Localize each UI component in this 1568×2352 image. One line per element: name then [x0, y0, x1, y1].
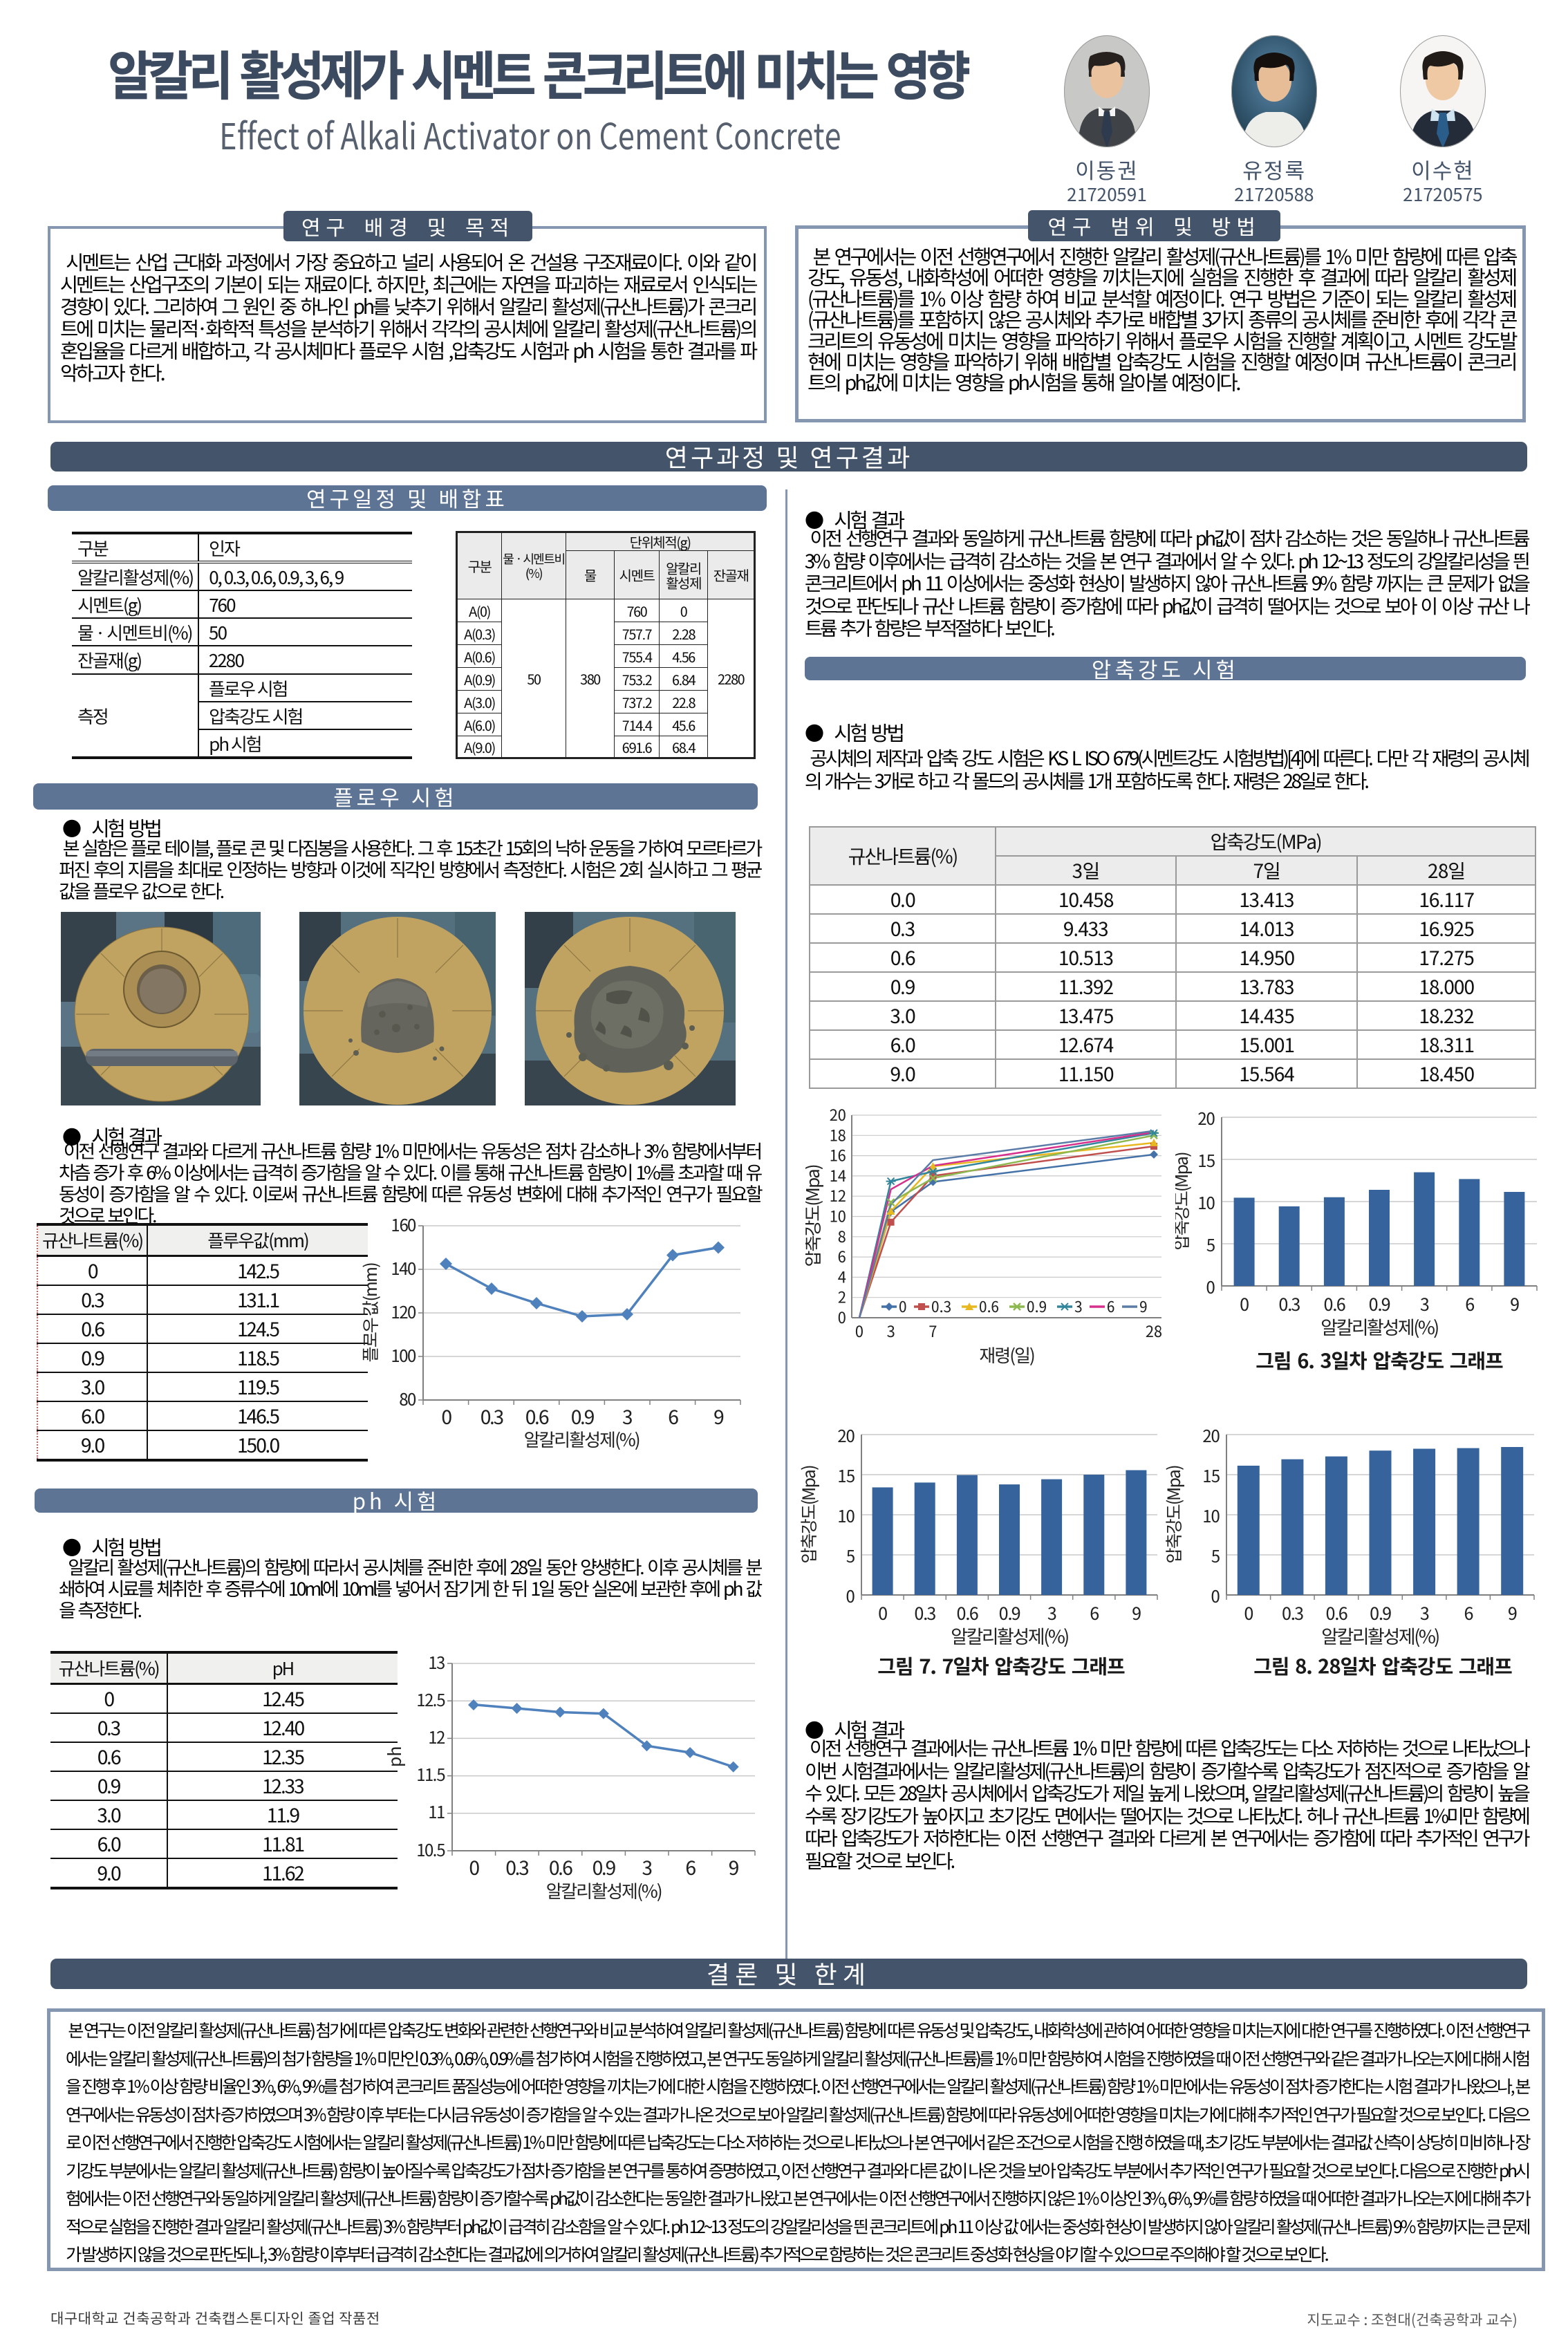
svg-text:12: 12 [830, 1184, 846, 1206]
svg-text:압축강도(Mpa): 압축강도(Mpa) [805, 1165, 825, 1267]
svg-text:압축강도(Mpa): 압축강도(Mpa) [1165, 1466, 1186, 1563]
svg-text:0: 0 [1211, 1583, 1220, 1607]
svg-text:20: 20 [1197, 1105, 1215, 1130]
svg-text:15: 15 [1197, 1148, 1215, 1172]
svg-text:9: 9 [713, 1403, 723, 1430]
svg-text:10.5: 10.5 [416, 1837, 445, 1861]
svg-text:2: 2 [838, 1286, 846, 1308]
svg-text:7: 7 [928, 1320, 937, 1342]
svg-text:압축강도(Mpa): 압축강도(Mpa) [1175, 1152, 1193, 1250]
svg-text:6: 6 [668, 1403, 678, 1430]
svg-text:100: 100 [391, 1343, 416, 1367]
svg-text:0.6: 0.6 [957, 1600, 978, 1625]
svg-text:6: 6 [838, 1245, 846, 1267]
svg-text:8: 8 [838, 1225, 846, 1247]
svg-text:3: 3 [1420, 1291, 1428, 1316]
svg-text:0.9: 0.9 [1370, 1600, 1391, 1625]
svg-text:3: 3 [886, 1320, 895, 1342]
svg-text:0.6: 0.6 [1326, 1600, 1347, 1625]
svg-text:0.6: 0.6 [525, 1403, 549, 1430]
svg-text:0.3: 0.3 [505, 1854, 528, 1881]
svg-text:0.6: 0.6 [549, 1854, 572, 1881]
svg-text:0: 0 [878, 1600, 887, 1625]
svg-text:9: 9 [1132, 1600, 1141, 1625]
svg-text:0.3: 0.3 [480, 1403, 503, 1430]
svg-text:11.5: 11.5 [416, 1762, 445, 1786]
svg-text:0: 0 [1244, 1600, 1253, 1625]
svg-text:ph: ph [384, 1746, 407, 1768]
svg-text:14: 14 [830, 1164, 846, 1186]
svg-text:6: 6 [1090, 1600, 1099, 1625]
svg-text:12.5: 12.5 [416, 1687, 445, 1711]
svg-text:6: 6 [1107, 1296, 1115, 1317]
svg-text:9: 9 [1508, 1600, 1517, 1625]
svg-text:0: 0 [846, 1583, 855, 1607]
svg-text:0: 0 [441, 1403, 451, 1430]
svg-text:140: 140 [391, 1256, 416, 1280]
svg-text:3: 3 [1047, 1600, 1056, 1625]
svg-text:16: 16 [830, 1144, 846, 1166]
svg-text:0.3: 0.3 [915, 1600, 935, 1625]
svg-text:0.6: 0.6 [979, 1296, 999, 1317]
svg-text:0.9: 0.9 [1027, 1296, 1047, 1317]
svg-text:20: 20 [837, 1423, 855, 1447]
svg-text:알칼리활성제(%): 알칼리활성제(%) [1320, 1313, 1439, 1339]
svg-text:9: 9 [1510, 1291, 1519, 1316]
svg-text:알칼리활성제(%): 알칼리활성제(%) [523, 1426, 639, 1452]
svg-text:6: 6 [1464, 1600, 1473, 1625]
svg-text:160: 160 [391, 1212, 416, 1236]
svg-text:5: 5 [1206, 1232, 1215, 1256]
svg-text:10: 10 [837, 1503, 855, 1527]
svg-text:9: 9 [729, 1854, 738, 1881]
svg-text:0: 0 [838, 1306, 846, 1328]
svg-text:0.9: 0.9 [999, 1600, 1020, 1625]
svg-text:0.9: 0.9 [571, 1403, 594, 1430]
svg-text:3: 3 [1420, 1600, 1428, 1625]
svg-text:0.6: 0.6 [1324, 1291, 1345, 1316]
svg-text:0: 0 [855, 1320, 864, 1342]
svg-text:알칼리활성제(%): 알칼리활성제(%) [545, 1878, 661, 1903]
svg-text:11: 11 [428, 1799, 445, 1823]
svg-text:4: 4 [838, 1265, 846, 1287]
svg-text:6: 6 [685, 1854, 696, 1881]
svg-text:20: 20 [830, 1103, 846, 1126]
svg-text:알칼리활성제(%): 알칼리활성제(%) [951, 1622, 1069, 1649]
svg-text:12: 12 [428, 1724, 445, 1748]
svg-text:0.3: 0.3 [931, 1296, 951, 1317]
svg-text:10: 10 [1202, 1503, 1220, 1527]
svg-text:3: 3 [1074, 1296, 1083, 1317]
svg-text:0.9: 0.9 [1369, 1291, 1390, 1316]
svg-text:15: 15 [837, 1463, 855, 1487]
svg-text:10: 10 [830, 1205, 846, 1227]
svg-text:5: 5 [1211, 1543, 1220, 1567]
svg-text:15: 15 [1202, 1463, 1220, 1487]
svg-text:20: 20 [1202, 1423, 1220, 1447]
svg-text:6: 6 [1465, 1291, 1474, 1316]
svg-text:0: 0 [899, 1296, 907, 1317]
svg-text:0: 0 [1206, 1274, 1215, 1298]
svg-text:0: 0 [469, 1854, 478, 1881]
svg-text:13: 13 [428, 1650, 445, 1674]
svg-text:3: 3 [622, 1403, 632, 1430]
svg-text:9: 9 [1139, 1296, 1148, 1317]
svg-text:0.3: 0.3 [1279, 1291, 1300, 1316]
svg-text:0: 0 [1240, 1291, 1249, 1316]
svg-text:5: 5 [846, 1543, 855, 1567]
svg-text:0.9: 0.9 [592, 1854, 615, 1881]
svg-text:28: 28 [1146, 1320, 1162, 1342]
svg-text:알칼리활성제(%): 알칼리활성제(%) [1321, 1622, 1439, 1649]
svg-text:120: 120 [391, 1299, 416, 1323]
svg-text:10: 10 [1197, 1190, 1215, 1214]
svg-text:플로우 값(mm): 플로우 값(mm) [357, 1263, 382, 1362]
svg-text:18: 18 [830, 1123, 846, 1146]
svg-text:3: 3 [642, 1854, 652, 1881]
svg-text:재령(일): 재령(일) [979, 1342, 1034, 1365]
svg-text:압축강도(Mpa): 압축강도(Mpa) [799, 1466, 821, 1563]
svg-text:80: 80 [399, 1386, 416, 1410]
svg-text:0.3: 0.3 [1282, 1600, 1303, 1625]
